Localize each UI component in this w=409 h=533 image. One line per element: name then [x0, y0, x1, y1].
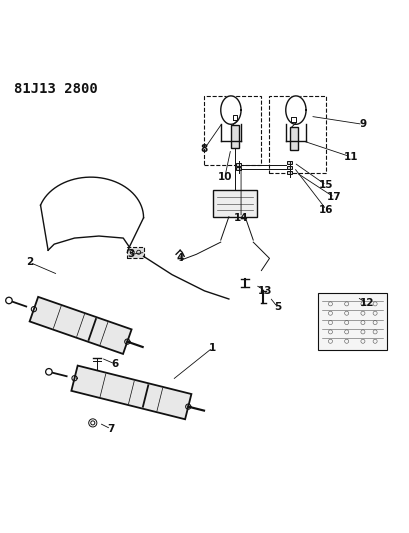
- Text: 3: 3: [128, 249, 135, 260]
- Circle shape: [46, 368, 52, 375]
- Circle shape: [6, 297, 12, 304]
- Bar: [213, 190, 257, 217]
- Text: 8: 8: [201, 144, 208, 154]
- Bar: [288, 166, 292, 169]
- Text: 1: 1: [209, 343, 216, 353]
- Text: 6: 6: [112, 359, 119, 369]
- Bar: [288, 161, 292, 164]
- Text: 5: 5: [274, 302, 281, 312]
- Bar: [236, 163, 241, 166]
- Text: 81J13 2800: 81J13 2800: [13, 82, 97, 95]
- Text: 13: 13: [258, 286, 273, 296]
- Text: 16: 16: [319, 205, 334, 215]
- Text: 14: 14: [234, 213, 248, 223]
- Polygon shape: [221, 96, 241, 124]
- Polygon shape: [71, 366, 191, 419]
- Bar: [236, 167, 241, 170]
- Text: 15: 15: [319, 180, 334, 190]
- FancyBboxPatch shape: [126, 247, 144, 257]
- Bar: [231, 125, 238, 148]
- Polygon shape: [29, 297, 132, 354]
- Text: 12: 12: [360, 298, 374, 308]
- Bar: [290, 127, 297, 150]
- Bar: [318, 293, 387, 350]
- Text: 9: 9: [360, 119, 366, 130]
- Text: 17: 17: [327, 192, 342, 203]
- Text: 4: 4: [176, 253, 184, 263]
- Text: 2: 2: [26, 257, 34, 268]
- Polygon shape: [286, 96, 306, 124]
- Text: 10: 10: [218, 172, 232, 182]
- Text: 7: 7: [108, 424, 115, 434]
- Text: 11: 11: [344, 152, 358, 162]
- Bar: [288, 171, 292, 174]
